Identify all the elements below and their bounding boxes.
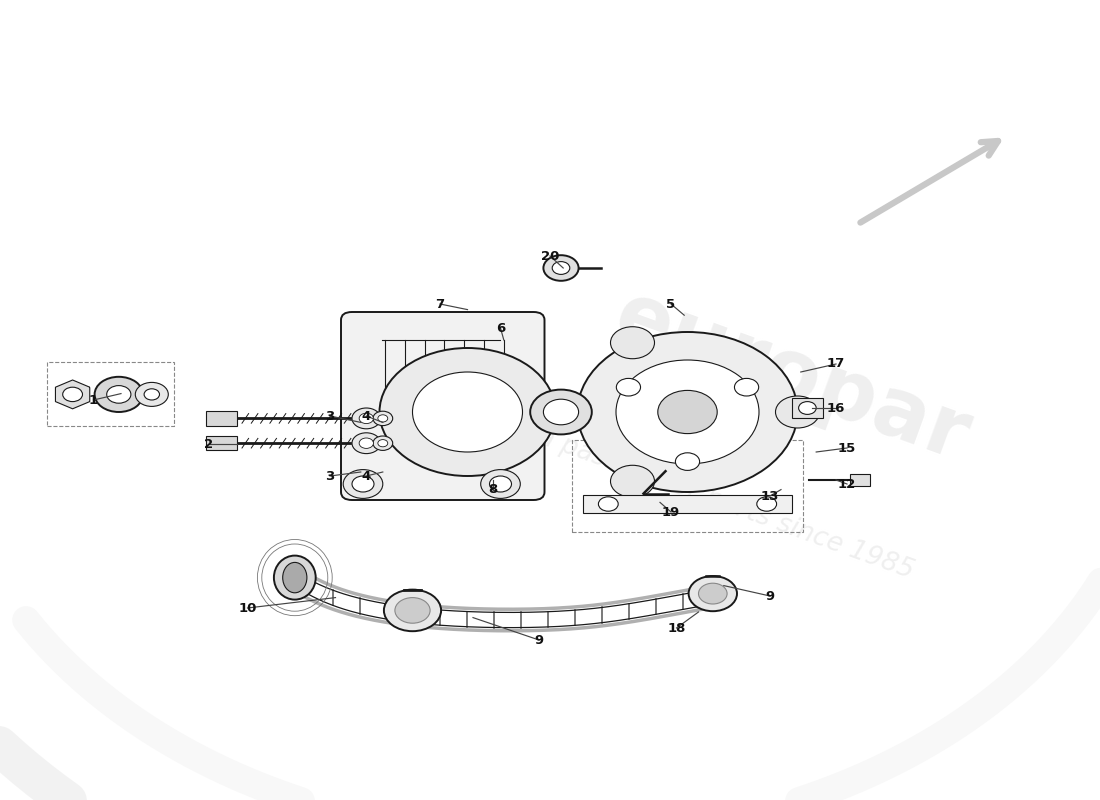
FancyBboxPatch shape xyxy=(206,436,236,450)
FancyBboxPatch shape xyxy=(341,312,544,500)
Circle shape xyxy=(377,439,387,446)
Circle shape xyxy=(776,396,820,428)
Text: 4: 4 xyxy=(362,470,371,482)
Circle shape xyxy=(543,255,579,281)
Circle shape xyxy=(395,598,430,623)
Circle shape xyxy=(598,497,618,511)
Circle shape xyxy=(735,378,759,396)
Text: a passion for parts since 1985: a passion for parts since 1985 xyxy=(535,424,917,584)
Text: 7: 7 xyxy=(436,298,444,310)
Text: 19: 19 xyxy=(662,506,680,518)
Circle shape xyxy=(144,389,159,400)
Circle shape xyxy=(658,390,717,434)
FancyBboxPatch shape xyxy=(583,495,792,513)
Circle shape xyxy=(352,476,374,492)
Text: 16: 16 xyxy=(827,402,845,414)
Circle shape xyxy=(359,414,373,424)
Circle shape xyxy=(616,378,640,396)
Text: 12: 12 xyxy=(838,478,856,490)
Text: 2: 2 xyxy=(205,438,213,450)
Text: 13: 13 xyxy=(761,490,779,502)
Text: 10: 10 xyxy=(239,602,256,614)
Circle shape xyxy=(689,576,737,611)
Circle shape xyxy=(530,390,592,434)
Text: 9: 9 xyxy=(766,590,774,602)
Circle shape xyxy=(373,436,393,450)
Text: 5: 5 xyxy=(667,298,675,310)
Circle shape xyxy=(135,382,168,406)
Circle shape xyxy=(384,590,441,631)
Circle shape xyxy=(757,497,777,511)
Text: 18: 18 xyxy=(668,622,685,634)
Circle shape xyxy=(95,377,143,412)
Circle shape xyxy=(799,402,816,414)
Ellipse shape xyxy=(274,555,316,600)
Circle shape xyxy=(343,470,383,498)
Circle shape xyxy=(352,408,381,429)
Circle shape xyxy=(552,262,570,274)
Circle shape xyxy=(379,348,556,476)
Circle shape xyxy=(578,332,798,492)
Text: 15: 15 xyxy=(838,442,856,454)
Text: 1: 1 xyxy=(89,394,98,406)
Text: 6: 6 xyxy=(496,322,505,334)
Ellipse shape xyxy=(283,562,307,593)
Text: 17: 17 xyxy=(827,358,845,370)
Text: 3: 3 xyxy=(326,410,334,422)
Circle shape xyxy=(412,372,522,452)
Circle shape xyxy=(377,414,387,422)
Text: 9: 9 xyxy=(535,634,543,646)
FancyBboxPatch shape xyxy=(850,474,870,486)
Circle shape xyxy=(610,466,654,498)
Circle shape xyxy=(616,360,759,464)
Text: 20: 20 xyxy=(541,250,559,262)
Circle shape xyxy=(481,470,520,498)
Circle shape xyxy=(490,476,512,492)
Circle shape xyxy=(610,326,654,358)
Circle shape xyxy=(373,411,393,426)
Text: 4: 4 xyxy=(362,410,371,422)
FancyBboxPatch shape xyxy=(206,411,236,426)
Circle shape xyxy=(359,438,373,448)
FancyBboxPatch shape xyxy=(792,398,823,418)
Text: 3: 3 xyxy=(326,470,334,482)
Circle shape xyxy=(675,453,700,470)
Circle shape xyxy=(352,433,381,454)
Text: 8: 8 xyxy=(488,483,497,496)
Circle shape xyxy=(107,386,131,403)
Polygon shape xyxy=(55,380,90,409)
Circle shape xyxy=(698,583,727,604)
Circle shape xyxy=(63,387,82,402)
Circle shape xyxy=(543,399,579,425)
Text: europar: europar xyxy=(604,274,980,478)
